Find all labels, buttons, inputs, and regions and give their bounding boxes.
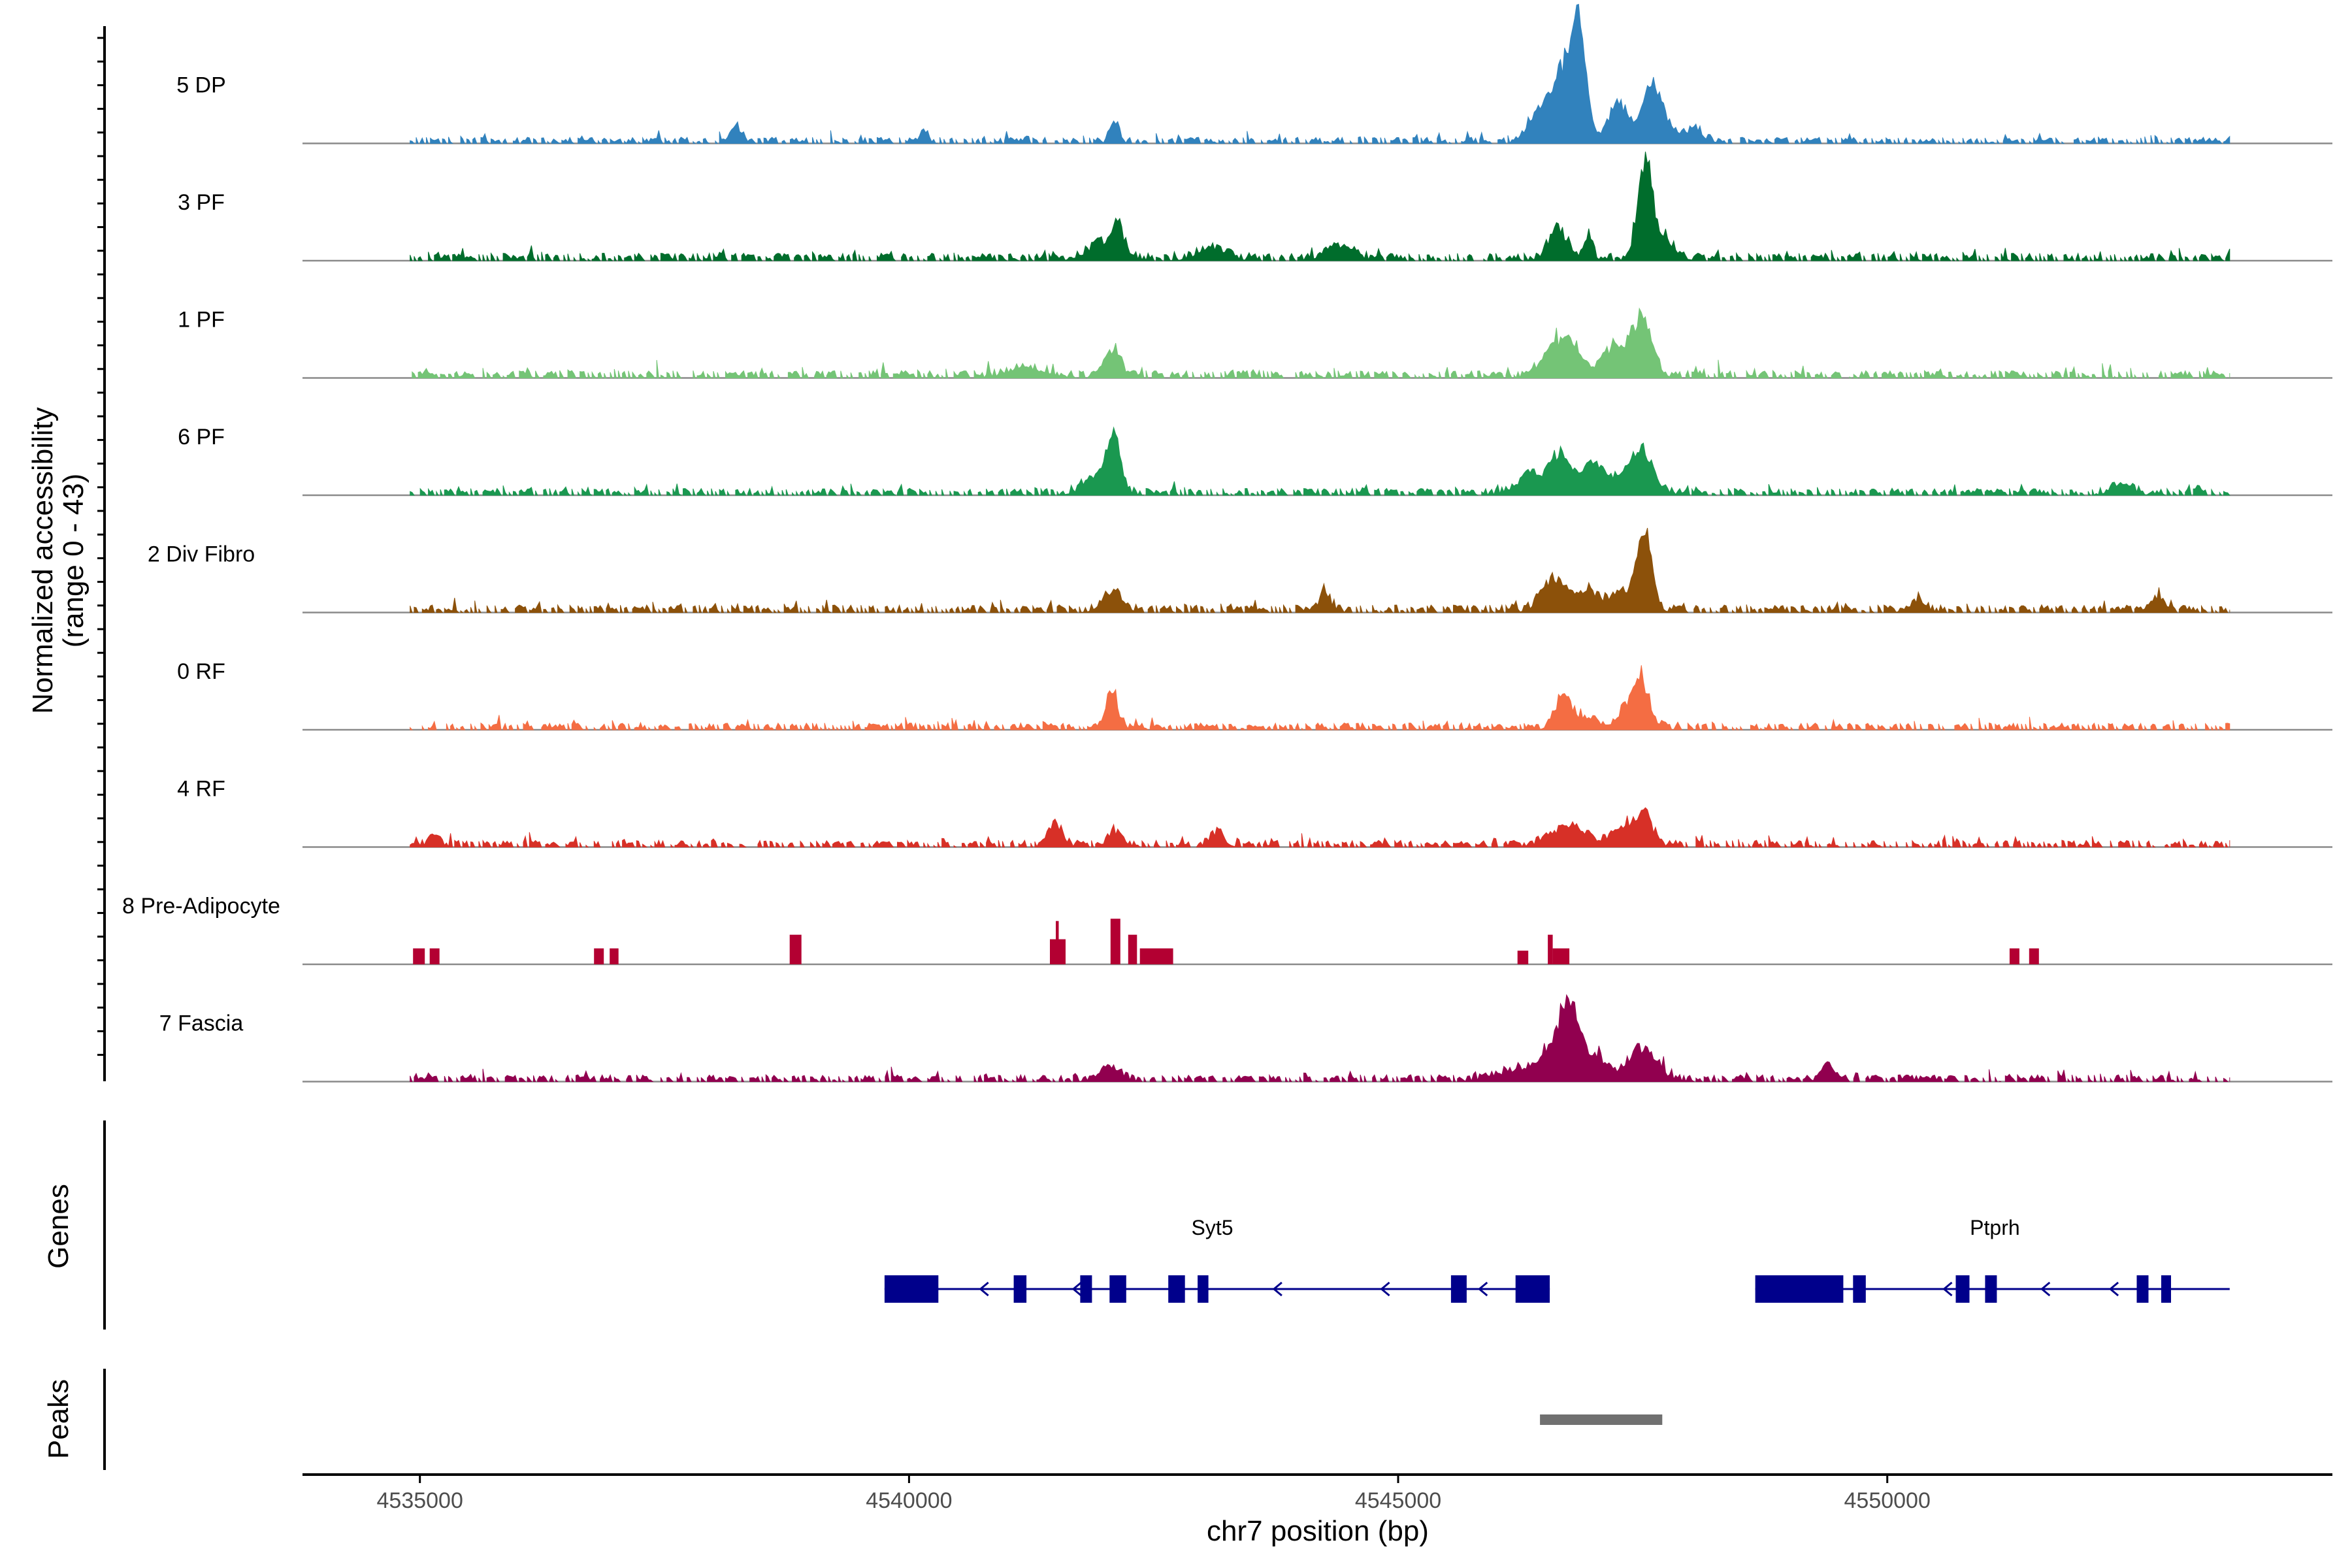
coverage-block bbox=[1552, 948, 1570, 964]
track-8-pre-adipocyte: 8 Pre-Adipocyte bbox=[122, 894, 2332, 966]
track-label: 4 RF bbox=[177, 777, 225, 802]
track-7-fascia: 7 Fascia bbox=[159, 994, 2332, 1083]
coverage-area bbox=[410, 807, 2230, 848]
strand-arrow bbox=[2040, 1281, 2051, 1297]
strand-arrow bbox=[1477, 1281, 1488, 1297]
coverage-area bbox=[412, 307, 2230, 379]
x-tick-label: 4550000 bbox=[1844, 1488, 1931, 1513]
coverage-block bbox=[1056, 921, 1059, 964]
gene-exon bbox=[1080, 1275, 1092, 1303]
strand-arrow bbox=[1272, 1281, 1282, 1297]
track-1-pf: 1 PF bbox=[178, 307, 2332, 379]
x-axis-label: chr7 position (bp) bbox=[1207, 1515, 1429, 1547]
track-5-dp: 5 DP bbox=[176, 3, 2332, 144]
track-2-div-fibro: 2 Div Fibro bbox=[148, 527, 2332, 613]
track-label: 3 PF bbox=[178, 190, 225, 215]
gene-exon bbox=[1198, 1275, 1209, 1303]
gene-exon bbox=[884, 1275, 939, 1303]
coverage-block bbox=[2009, 948, 2019, 964]
track-label: 7 Fascia bbox=[159, 1011, 244, 1036]
gene-label: Ptprh bbox=[1970, 1216, 2019, 1239]
gene-exon bbox=[1109, 1275, 1126, 1303]
coverage-tracks: 5 DP 3 PF 1 PF 6 PF 2 Div Fibro 0 RF 4 RF 8 Pre… bbox=[122, 3, 2332, 1083]
coverage-block bbox=[429, 948, 440, 964]
coverage-block bbox=[1517, 951, 1529, 964]
coverage-block bbox=[594, 948, 604, 964]
y-axis-label: Normalized accessibility bbox=[27, 407, 59, 713]
gene-exon bbox=[2161, 1275, 2171, 1303]
y-axis bbox=[97, 26, 106, 1081]
track-6-pf: 6 PF bbox=[178, 425, 2332, 497]
track-0-rf: 0 RF bbox=[177, 659, 2332, 731]
gene-exon bbox=[1755, 1275, 1844, 1303]
coverage-area bbox=[410, 3, 2230, 144]
track-label: 2 Div Fibro bbox=[148, 542, 255, 567]
genes-track-label: Genes bbox=[42, 1184, 74, 1269]
x-tick-label: 4535000 bbox=[377, 1488, 463, 1513]
gene-exon bbox=[1955, 1275, 1970, 1303]
coverage-block bbox=[2029, 948, 2039, 964]
peak-region bbox=[1540, 1414, 1663, 1425]
gene-exon bbox=[1515, 1275, 1550, 1303]
coverage-block bbox=[789, 934, 802, 964]
coverage-area bbox=[410, 994, 2230, 1083]
genes-track: Genes Syt5 Ptprh bbox=[42, 1120, 2230, 1330]
track-label: 6 PF bbox=[178, 425, 225, 449]
coverage-block bbox=[413, 948, 425, 964]
coverage-block bbox=[1110, 919, 1120, 964]
x-tick-label: 4540000 bbox=[866, 1488, 952, 1513]
strand-arrow bbox=[1942, 1281, 1953, 1297]
track-label: 8 Pre-Adipocyte bbox=[122, 894, 280, 919]
peaks-track: Peaks bbox=[42, 1369, 1663, 1470]
track-3-pf: 3 PF bbox=[178, 152, 2332, 262]
gene-syt5: Syt5 bbox=[884, 1216, 1550, 1303]
gene-label: Syt5 bbox=[1191, 1216, 1233, 1239]
x-axis: 4535000 4540000 4545000 4550000 bbox=[302, 1473, 2332, 1513]
y-axis-label-range: (range 0 - 43) bbox=[57, 474, 90, 648]
coverage-area bbox=[410, 152, 2230, 261]
gene-exon bbox=[1853, 1275, 1866, 1303]
track-label: 5 DP bbox=[176, 73, 226, 98]
coverage-area bbox=[410, 527, 2230, 613]
track-label: 1 PF bbox=[178, 308, 225, 333]
coverage-area bbox=[410, 665, 2230, 730]
peaks-track-label: Peaks bbox=[42, 1379, 74, 1459]
gene-exon bbox=[1985, 1275, 1997, 1303]
x-tick-label: 4545000 bbox=[1355, 1488, 1441, 1513]
coverage-block bbox=[1548, 934, 1553, 964]
strand-arrow bbox=[2108, 1281, 2119, 1297]
coverage-area bbox=[410, 426, 2230, 496]
coverage-block bbox=[1139, 948, 1173, 964]
gene-ptprh: Ptprh bbox=[1755, 1216, 2230, 1303]
track-label: 0 RF bbox=[177, 659, 225, 684]
gene-exon bbox=[1013, 1275, 1027, 1303]
gene-exon bbox=[1168, 1275, 1185, 1303]
strand-arrow bbox=[1071, 1281, 1082, 1297]
strand-arrow bbox=[979, 1281, 989, 1297]
track-4-rf: 4 RF bbox=[177, 777, 2332, 848]
gene-exon bbox=[2136, 1275, 2149, 1303]
gene-exon bbox=[1450, 1275, 1467, 1303]
coverage-block bbox=[1128, 934, 1137, 964]
strand-arrow bbox=[1380, 1281, 1390, 1297]
coverage-block bbox=[610, 948, 619, 964]
